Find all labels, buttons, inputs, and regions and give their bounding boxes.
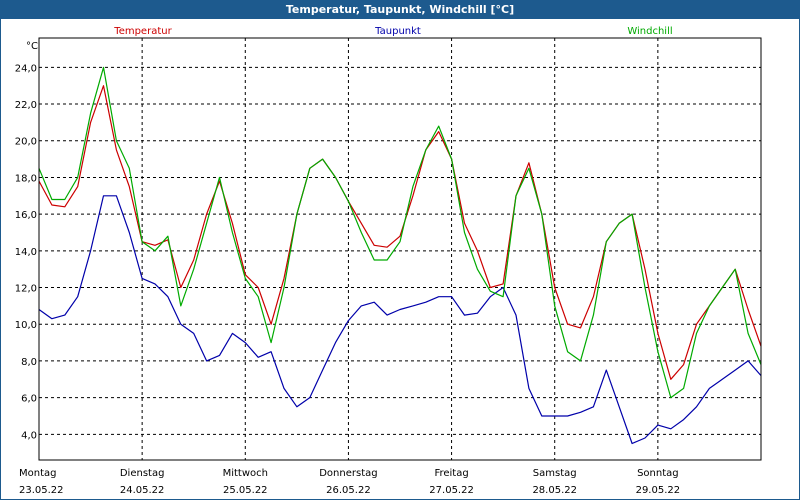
x-tick-date: 26.05.22	[326, 485, 371, 496]
y-tick-label: 22,0	[15, 100, 37, 111]
x-tick-date: 23.05.22	[19, 485, 64, 496]
legend: Temperatur Taupunkt Windchill	[113, 26, 672, 37]
y-tick-label: 8,0	[21, 357, 37, 368]
x-tick-day: Samstag	[533, 468, 577, 479]
x-tick-day: Donnerstag	[319, 468, 377, 479]
y-tick-label: 6,0	[21, 394, 37, 405]
y-tick-label: 4,0	[21, 430, 37, 441]
x-tick-day: Montag	[19, 468, 56, 479]
legend-temperatur: Temperatur	[113, 26, 172, 37]
legend-taupunkt: Taupunkt	[374, 26, 421, 37]
y-tick-label: 20,0	[15, 137, 37, 148]
series-line-taupunkt	[38, 195, 762, 445]
x-tick-date: 24.05.22	[120, 485, 165, 496]
x-tick-date: 29.05.22	[636, 485, 681, 496]
x-tick-date: 25.05.22	[223, 485, 268, 496]
legend-windchill: Windchill	[627, 26, 672, 37]
y-tick-labels: 4,0 6,0 8,0 10,0 12,0 14,0 16,0 18,0 20,0 22,0 24,…	[15, 63, 37, 441]
x-tick-day: Dienstag	[120, 468, 165, 479]
series-line-temperatur	[38, 85, 762, 380]
y-tick-label: 12,0	[15, 284, 37, 295]
grid-layer	[39, 38, 761, 460]
y-tick-label: 24,0	[15, 63, 37, 74]
series-line-windchill	[38, 66, 762, 399]
x-tick-labels: Montag 23.05.22 Dienstag 24.05.22 Mittwoch 25…	[19, 468, 680, 496]
x-tick-date: 28.05.22	[532, 485, 577, 496]
x-tick-date: 27.05.22	[429, 485, 474, 496]
series-layer	[38, 66, 762, 445]
y-axis-unit: °C	[26, 41, 38, 52]
y-tick-label: 18,0	[15, 173, 37, 184]
y-tick-label: 10,0	[15, 320, 37, 331]
y-tick-label: 16,0	[15, 210, 37, 221]
x-tick-day: Sonntag	[637, 468, 679, 479]
x-tick-day: Mittwoch	[223, 468, 268, 479]
x-tick-day: Freitag	[434, 468, 468, 479]
plot-border	[38, 37, 762, 461]
chart-title: Temperatur, Taupunkt, Windchill [°C]	[1, 1, 799, 19]
y-tick-label: 14,0	[15, 247, 37, 258]
